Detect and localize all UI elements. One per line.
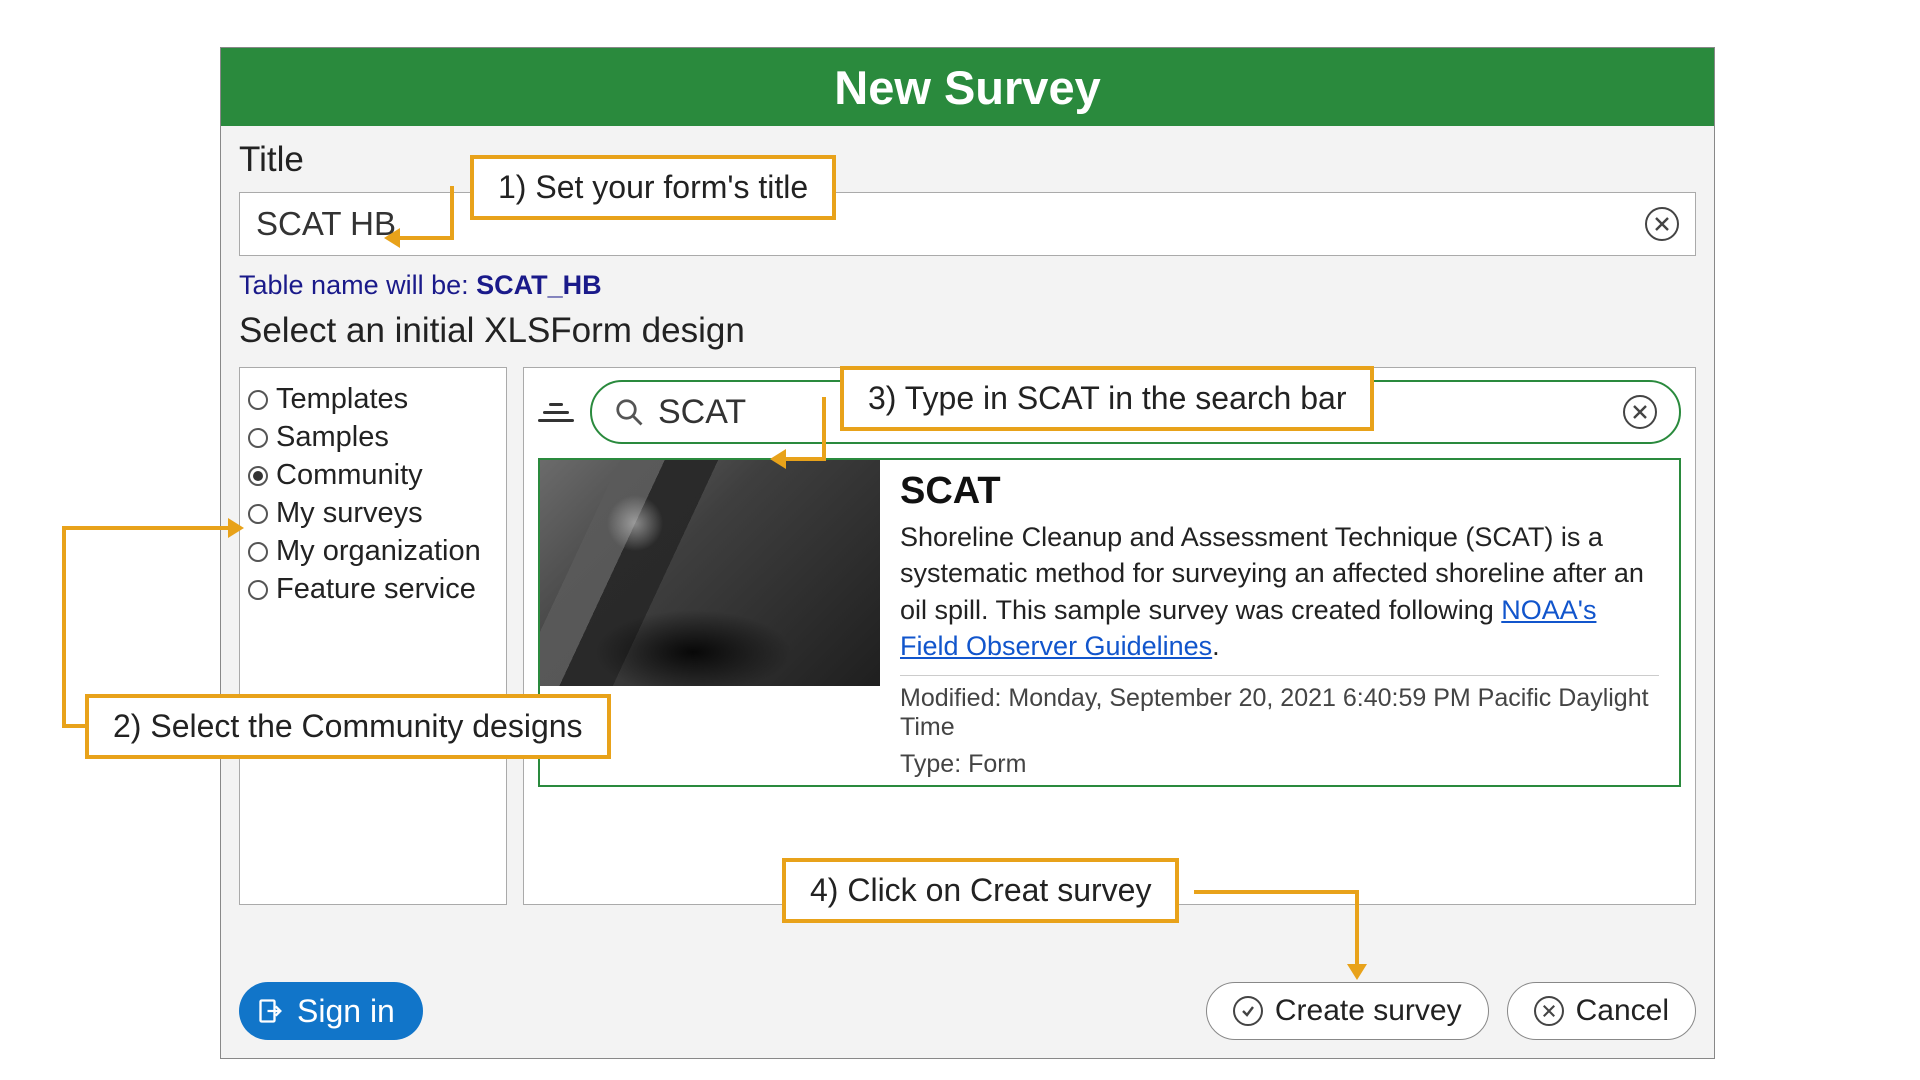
radio-icon [248, 428, 268, 448]
radio-icon [248, 580, 268, 600]
modified-label: Modified: [900, 684, 1008, 712]
callout-2-conn-v [62, 526, 66, 726]
title-input[interactable] [256, 205, 1645, 243]
callout-3-conn-v [822, 397, 826, 459]
radio-icon [248, 390, 268, 410]
close-icon [1654, 216, 1670, 232]
design-source-panel: Templates Samples Community My surveys [239, 367, 507, 905]
result-desc-post: . [1212, 631, 1220, 661]
signin-button[interactable]: Sign in [239, 982, 423, 1040]
radio-templates[interactable]: Templates [248, 383, 502, 416]
callout-2: 2) Select the Community designs [85, 694, 611, 759]
sort-icon[interactable] [538, 403, 574, 422]
cancel-label: Cancel [1576, 994, 1669, 1028]
type-value: Form [968, 750, 1026, 778]
radio-label: Templates [276, 383, 408, 416]
callout-1-arrow [384, 228, 400, 248]
title-label: Title [239, 140, 1696, 180]
signin-icon [257, 997, 285, 1025]
design-heading: Select an initial XLSForm design [239, 311, 1696, 351]
search-icon [614, 397, 644, 427]
radio-label: Community [276, 459, 423, 492]
callout-1-conn-h [400, 236, 454, 240]
radio-my-organization[interactable]: My organization [248, 535, 502, 568]
design-results-panel: SCAT Shoreline Cleanup and Assessment Te… [523, 367, 1696, 905]
callout-3: 3) Type in SCAT in the search bar [840, 366, 1374, 431]
radio-samples[interactable]: Samples [248, 421, 502, 454]
close-icon [1534, 996, 1564, 1026]
table-name-prefix: Table name will be: [239, 270, 476, 300]
radio-feature-service[interactable]: Feature service [248, 573, 502, 606]
create-survey-label: Create survey [1275, 994, 1462, 1028]
table-name-value: SCAT_HB [476, 270, 602, 300]
radio-label: My surveys [276, 497, 423, 530]
type-label: Type: [900, 750, 968, 778]
result-type: Type: Form [900, 750, 1659, 779]
callout-1: 1) Set your form's title [470, 155, 836, 220]
radio-icon [248, 504, 268, 524]
radio-community[interactable]: Community [248, 459, 502, 492]
radio-icon [248, 542, 268, 562]
table-name-hint: Table name will be: SCAT_HB [239, 270, 1696, 301]
callout-4-arrow [1347, 964, 1367, 980]
callout-4-conn-v [1355, 890, 1359, 966]
divider [900, 675, 1659, 676]
callout-2-conn-h2 [62, 526, 228, 530]
title-input-wrap[interactable] [239, 192, 1696, 256]
callout-3-conn-h [786, 457, 826, 461]
callout-1-conn-v [450, 186, 454, 238]
result-title: SCAT [900, 470, 1659, 513]
create-survey-button[interactable]: Create survey [1206, 982, 1489, 1040]
signin-label: Sign in [297, 993, 395, 1030]
result-modified: Modified: Monday, September 20, 2021 6:4… [900, 684, 1659, 742]
radio-icon [248, 466, 268, 486]
check-icon [1233, 996, 1263, 1026]
cancel-button[interactable]: Cancel [1507, 982, 1696, 1040]
radio-label: Feature service [276, 573, 476, 606]
radio-label: My organization [276, 535, 481, 568]
clear-search-button[interactable] [1623, 395, 1657, 429]
callout-4-conn-h [1194, 890, 1359, 894]
modified-value: Monday, September 20, 2021 6:40:59 PM Pa… [900, 684, 1649, 741]
result-thumbnail [540, 460, 880, 686]
radio-label: Samples [276, 421, 389, 454]
window-title: New Survey [221, 48, 1714, 126]
callout-2-arrow [228, 518, 244, 538]
radio-my-surveys[interactable]: My surveys [248, 497, 502, 530]
close-icon [1632, 404, 1648, 420]
callout-4: 4) Click on Creat survey [782, 858, 1179, 923]
clear-title-button[interactable] [1645, 207, 1679, 241]
result-card-scat[interactable]: SCAT Shoreline Cleanup and Assessment Te… [538, 458, 1681, 787]
result-description: Shoreline Cleanup and Assessment Techniq… [900, 519, 1659, 665]
callout-2-conn-h1 [62, 724, 89, 728]
callout-3-arrow [770, 449, 786, 469]
